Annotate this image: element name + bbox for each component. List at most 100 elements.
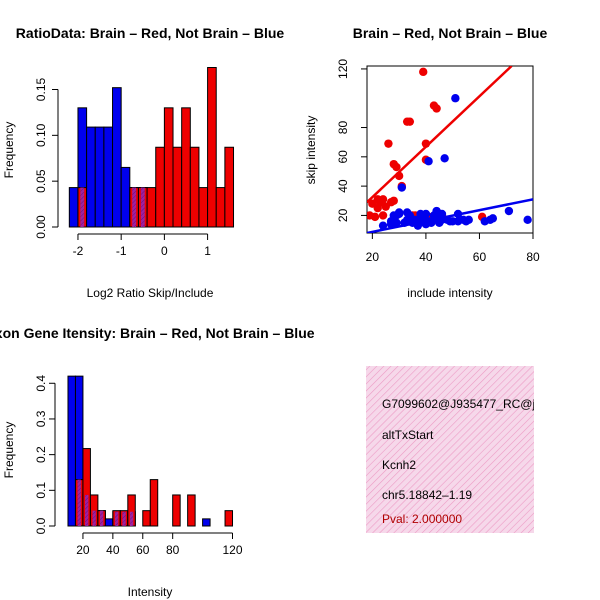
- scatter-panel: Brain – Red, Not Brain – Blue 20 40 60 80 20…: [304, 25, 547, 300]
- ratio-x-label: Log2 Ratio Skip/Include: [87, 286, 214, 300]
- ratio-bar-brain-9: [146, 187, 157, 228]
- ratio-histogram-panel: RatioData: Brain – Red, Not Brain – Blue…: [2, 25, 284, 300]
- intensity-y-tick-label-0: 0.0: [34, 517, 48, 534]
- intensity-bar-notbrain-0: [67, 375, 76, 527]
- scatter-point-brain-17: [405, 117, 415, 126]
- ratio-x-tick-label-3: 1: [204, 244, 211, 258]
- ratio-bar-brain-15: [198, 187, 209, 228]
- ratio-x-tick-label-0: -2: [73, 244, 84, 258]
- ratio-y-tick-label-1: 0.05: [34, 169, 48, 193]
- intensity-bar-brain-10: [142, 510, 151, 527]
- ratio-bar-brain-12: [172, 146, 183, 228]
- intensity-bar-brain-21: [224, 510, 234, 527]
- intensity-x-tick-label-2: 60: [136, 543, 150, 557]
- scatter-axes: 20 40 60 80 20 40 60 80 120: [336, 59, 540, 264]
- scatter-y-tick-label-1: 40: [336, 179, 350, 193]
- intensity-x-tick-label-4: 120: [222, 543, 242, 557]
- scatter-point-notbrain-45: [504, 206, 514, 216]
- intensity-bar-notbrain-5: [104, 518, 114, 527]
- ratio-x-tick-label-1: -1: [116, 244, 127, 258]
- ratio-bar-notbrain-0: [68, 187, 79, 228]
- scatter-fit-brain: [367, 66, 513, 204]
- ratio-y-tick-label-0: 0.00: [34, 215, 48, 239]
- scatter-point-notbrain-0: [378, 221, 388, 230]
- ratio-overlap-hatch-1: [80, 187, 85, 227]
- intensity-overlap-hatch-7: [122, 511, 126, 526]
- intensity-x-tick-label-1: 40: [106, 543, 120, 557]
- scatter-point-brain-14: [394, 171, 404, 181]
- intensity-y-tick-label-1: 0.1: [34, 482, 48, 499]
- scatter-y-label: skip intensity: [304, 116, 318, 185]
- intensity-overlap-hatch-3: [92, 510, 96, 526]
- ratio-bar-notbrain-3: [94, 126, 105, 228]
- intensity-overlap-hatch-1: [77, 479, 81, 526]
- scatter-point-brain-13: [392, 162, 401, 172]
- ratio-y-label: Frequency: [2, 122, 16, 179]
- ratio-bars: [68, 67, 235, 228]
- scatter-y-tick-label-3: 80: [336, 121, 350, 135]
- scatter-title: Brain – Red, Not Brain – Blue: [353, 25, 548, 41]
- intensity-bar-brain-11: [149, 479, 159, 527]
- scatter-point-notbrain-44: [488, 214, 498, 223]
- scatter-point-brain-2: [370, 212, 380, 222]
- ratio-bar-brain-10: [155, 146, 165, 228]
- scatter-point-brain-26: [432, 104, 441, 113]
- intensity-bar-brain-16: [187, 494, 196, 527]
- event-type-text: altTxStart: [382, 428, 434, 442]
- scatter-y-tick-label-4: 120: [336, 59, 350, 79]
- scatter-point-notbrain-21: [421, 209, 431, 219]
- intensity-y-tick-label-2: 0.2: [34, 446, 48, 463]
- scatter-point-notbrain-7: [394, 208, 404, 217]
- locus-text: chr5.18842–1.19: [382, 488, 472, 502]
- scatter-y-tick-label-0: 20: [336, 208, 350, 222]
- scatter-point-notbrain-4: [392, 218, 401, 227]
- info-panel: G7099602@J935477_RC@j_at altTxStart Kcnh…: [366, 366, 552, 533]
- ratio-bar-brain-16: [207, 67, 217, 228]
- scatter-x-tick-label-3: 80: [526, 250, 540, 264]
- scatter-points: [367, 67, 532, 230]
- probe-id-text: G7099602@J935477_RC@j_at: [382, 397, 552, 411]
- scatter-point-brain-6: [378, 211, 388, 220]
- ratio-bar-notbrain-5: [112, 87, 122, 228]
- ratio-bar-notbrain-4: [103, 126, 114, 228]
- scatter-point-notbrain-41: [464, 215, 473, 225]
- gene-name-text: Kcnh2: [382, 458, 416, 472]
- ratio-bar-brain-14: [189, 146, 200, 228]
- scatter-point-notbrain-8: [397, 183, 407, 192]
- scatter-x-tick-label-2: 60: [473, 250, 487, 264]
- ratio-overlap-hatch-8: [140, 187, 145, 227]
- scatter-point-brain-7: [378, 195, 388, 204]
- intensity-overlap-hatch-8: [129, 511, 134, 526]
- scatter-x-tick-label-0: 20: [366, 250, 380, 264]
- pval-text: Pval: 2.000000: [382, 512, 462, 526]
- scatter-point-notbrain-32: [440, 154, 449, 163]
- info-hatch: [366, 366, 534, 533]
- ratio-x-tick-label-2: 0: [161, 244, 168, 258]
- ratio-bar-brain-13: [181, 107, 191, 228]
- intensity-y-tick-label-3: 0.3: [34, 410, 48, 427]
- intensity-bars: [67, 375, 234, 527]
- ratio-chart-title: RatioData: Brain – Red, Not Brain – Blue: [16, 25, 285, 41]
- ratio-y-tick-label-2: 0.10: [34, 123, 48, 147]
- intensity-overlap-hatch-6: [114, 511, 119, 526]
- scatter-point-brain-23: [421, 139, 431, 148]
- intensity-chart-title: Exon Gene Itensity: Brain – Red, Not Bra…: [0, 325, 315, 341]
- ratio-y-tick-label-3: 0.15: [34, 77, 48, 101]
- scatter-point-notbrain-22: [424, 157, 433, 166]
- scatter-point-notbrain-46: [523, 215, 532, 225]
- ratio-overlap-hatch-7: [132, 187, 137, 227]
- intensity-overlap-hatch-4: [99, 510, 104, 526]
- intensity-x-tick-label-0: 20: [76, 543, 90, 557]
- scatter-point-brain-21: [419, 67, 428, 77]
- scatter-x-tick-label-1: 40: [419, 250, 433, 264]
- scatter-plot-box: [366, 65, 534, 234]
- ratio-axes: -2 -1 0 1 0.00 0.05 0.10 0.15: [34, 77, 211, 258]
- ratio-bar-brain-18: [224, 146, 235, 228]
- intensity-bar-brain-14: [172, 494, 181, 527]
- scatter-point-notbrain-38: [453, 209, 463, 219]
- scatter-point-notbrain-31: [437, 209, 447, 219]
- intensity-bar-notbrain-18: [202, 518, 211, 527]
- ratio-bar-brain-11: [163, 107, 174, 228]
- scatter-point-brain-9: [384, 139, 393, 148]
